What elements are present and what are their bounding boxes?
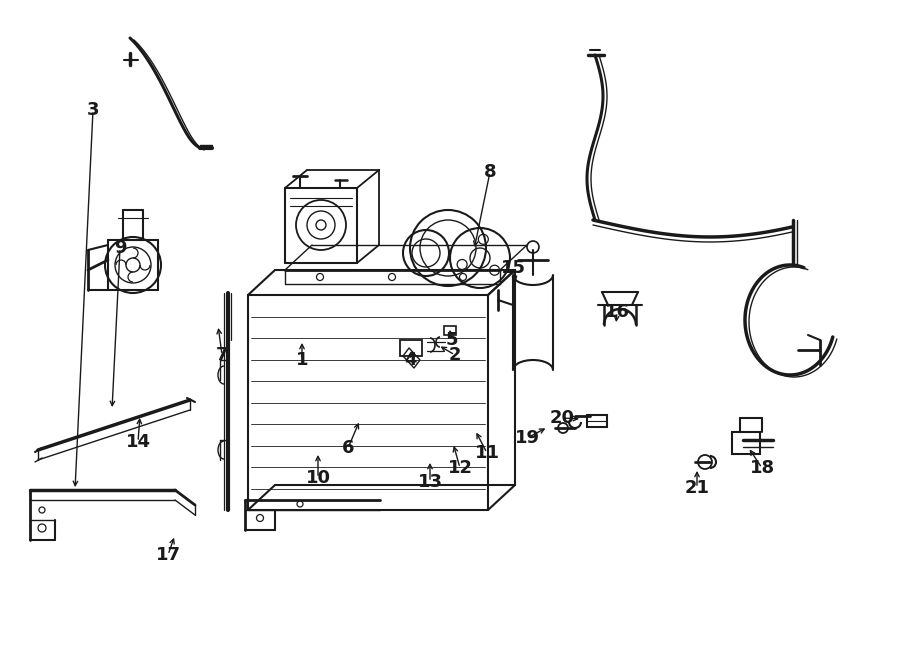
Text: 3: 3 bbox=[86, 101, 99, 119]
Text: 15: 15 bbox=[500, 259, 526, 277]
Text: 11: 11 bbox=[474, 444, 500, 462]
Text: 16: 16 bbox=[605, 303, 629, 321]
Text: 4: 4 bbox=[404, 351, 416, 369]
Text: 21: 21 bbox=[685, 479, 709, 497]
Text: 17: 17 bbox=[156, 546, 181, 564]
Text: 5: 5 bbox=[446, 331, 458, 349]
Text: 13: 13 bbox=[418, 473, 443, 491]
Bar bbox=[587, 415, 607, 427]
Text: 12: 12 bbox=[447, 459, 473, 477]
Text: 1: 1 bbox=[296, 351, 308, 369]
Text: 7: 7 bbox=[216, 346, 229, 364]
Text: 14: 14 bbox=[125, 433, 150, 451]
Bar bbox=[732, 432, 760, 454]
Text: 2: 2 bbox=[449, 346, 461, 364]
Text: 9: 9 bbox=[113, 239, 126, 257]
Text: 20: 20 bbox=[550, 409, 574, 427]
Text: 10: 10 bbox=[305, 469, 330, 487]
Text: 18: 18 bbox=[750, 459, 775, 477]
Bar bbox=[444, 326, 456, 335]
Text: 6: 6 bbox=[342, 439, 355, 457]
Bar bbox=[400, 340, 422, 356]
Text: 19: 19 bbox=[515, 429, 539, 447]
Text: 8: 8 bbox=[483, 163, 496, 181]
